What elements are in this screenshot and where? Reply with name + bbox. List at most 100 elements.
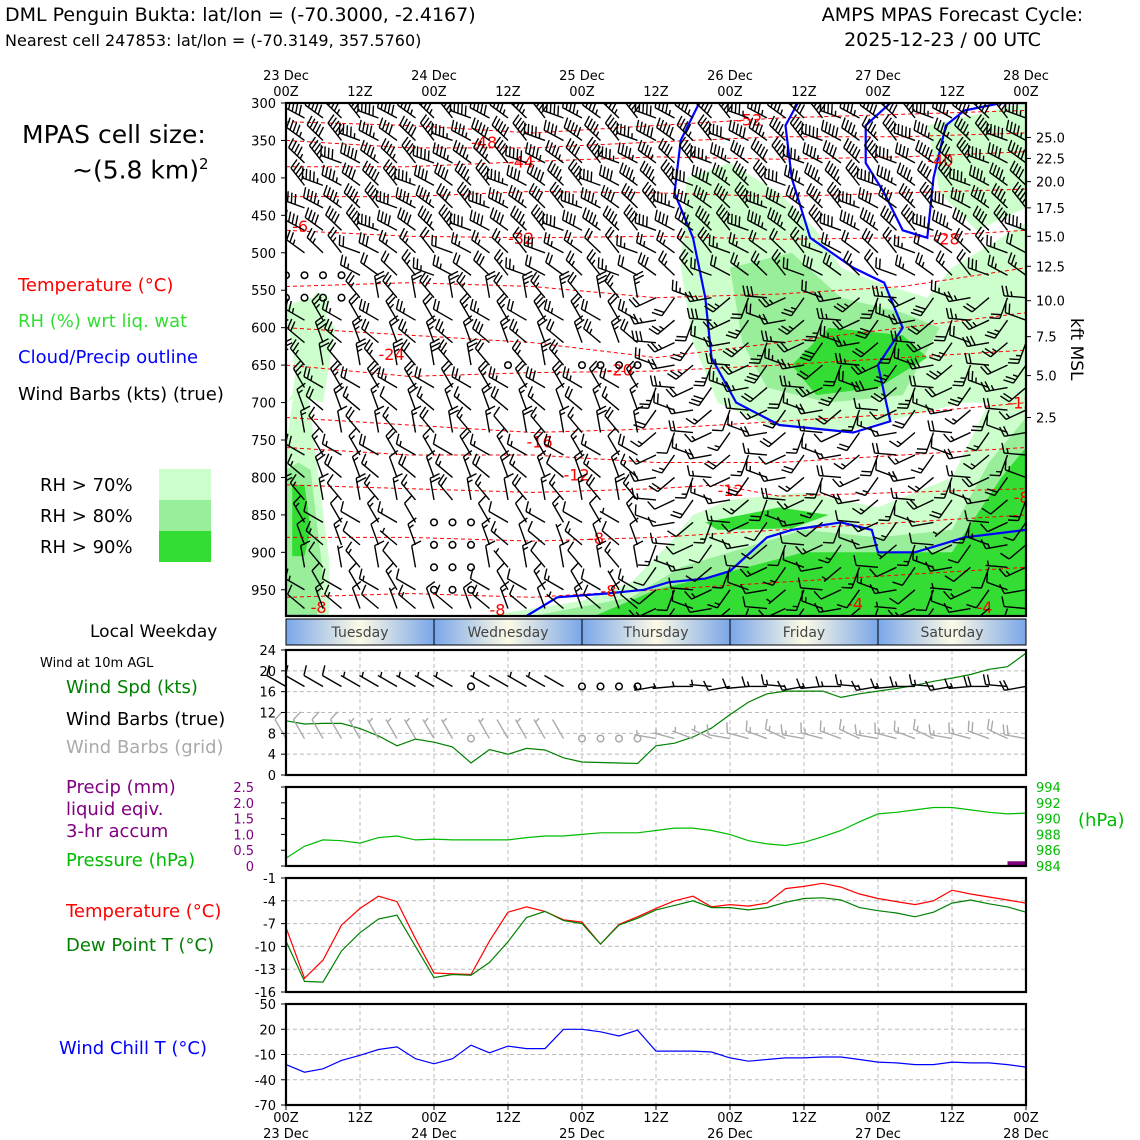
barb-flag xyxy=(545,252,550,263)
wind-barb xyxy=(633,409,657,429)
barb-flag xyxy=(426,315,436,323)
wind-barb xyxy=(355,338,367,366)
barb-flag xyxy=(971,258,974,270)
wind-barb xyxy=(797,577,823,591)
barb-flag xyxy=(416,258,419,270)
calm-circle xyxy=(337,271,346,280)
wind-barb xyxy=(533,293,546,321)
cell-size-sup: 2 xyxy=(199,155,209,173)
barb-flag xyxy=(942,103,946,114)
wind-barb xyxy=(431,234,453,254)
wind-barb xyxy=(303,366,324,389)
barb-flag xyxy=(758,314,765,325)
wind-barb xyxy=(912,549,934,568)
barb-flag-half xyxy=(816,154,819,161)
barb-flag-half xyxy=(941,260,945,266)
barb-flag xyxy=(990,313,1002,316)
wind-barb xyxy=(635,119,657,142)
barb-flag xyxy=(328,168,332,179)
barb-flag xyxy=(403,103,408,110)
barb-flag xyxy=(365,235,369,247)
wind-barb xyxy=(1011,181,1026,209)
barb-flag-half xyxy=(861,366,866,372)
weekday-bar: Tuesday Wednesday Thursday Friday Saturday xyxy=(285,618,1027,646)
barb-flag xyxy=(832,494,839,505)
wind-barb xyxy=(634,504,657,524)
calm-circle xyxy=(466,518,476,527)
barb-flag xyxy=(719,126,722,138)
barb-flag xyxy=(924,545,933,555)
barb-flag-half xyxy=(801,682,806,689)
wind-barb xyxy=(634,103,657,119)
barb-flag xyxy=(324,453,330,464)
barb-flag-half xyxy=(416,671,420,678)
barb-flag xyxy=(461,296,470,306)
barb-flag xyxy=(424,170,428,181)
wind-barb xyxy=(348,293,361,321)
barb-flag-half xyxy=(299,153,304,160)
wind-barb xyxy=(397,103,416,119)
wind-barb xyxy=(727,571,749,591)
barb-flag xyxy=(563,117,569,128)
barb-flag-half xyxy=(827,396,834,400)
wind-barb xyxy=(781,297,805,317)
barb-flag-half xyxy=(357,348,363,352)
barb-flag-half xyxy=(1010,291,1013,297)
surface-wind-barb-grid xyxy=(672,726,694,740)
barb-flag xyxy=(1005,119,1010,131)
barb-flag xyxy=(583,453,589,464)
barb-flag xyxy=(635,232,640,243)
wind-barb xyxy=(839,209,860,231)
barb-flag xyxy=(377,366,382,377)
pressure-tick-label: 600 xyxy=(251,322,276,337)
wind-barb xyxy=(329,360,343,388)
wind-barb xyxy=(1004,103,1026,119)
barb-flag xyxy=(880,205,887,216)
barb-flag xyxy=(493,136,502,146)
barb-flag xyxy=(746,375,757,381)
barb-flag xyxy=(1000,552,1010,560)
barb-flag xyxy=(488,501,493,512)
barb-flag xyxy=(1001,442,1005,454)
barb-flag xyxy=(300,540,311,547)
barb-flag xyxy=(637,139,643,151)
barb-flag xyxy=(697,208,704,219)
wind-barb xyxy=(546,591,564,610)
wind-barb xyxy=(388,449,399,478)
barb-flag xyxy=(980,191,986,203)
wind-barb xyxy=(287,584,305,610)
barb-flag xyxy=(697,114,705,124)
barb-flag-half xyxy=(917,467,924,471)
barb-flag-half xyxy=(683,259,688,265)
wind-barb xyxy=(676,115,694,141)
barb-flag-half xyxy=(521,221,526,227)
barb-flag xyxy=(287,584,293,595)
barb-flag xyxy=(536,169,542,180)
barb-flag xyxy=(893,720,896,732)
barb-flag xyxy=(340,366,345,377)
barb-flag xyxy=(755,162,763,172)
wind-barb xyxy=(296,382,306,411)
barb-flag xyxy=(801,234,804,246)
barb-flag xyxy=(841,586,853,589)
barb-flag-half xyxy=(873,131,877,137)
wind-barb xyxy=(834,510,860,524)
barb-flag xyxy=(983,364,992,374)
barb-flag xyxy=(401,136,409,146)
barb-flag xyxy=(424,277,432,288)
barb-flag xyxy=(918,142,924,153)
barb-flag-half xyxy=(1002,198,1007,204)
barb-flag xyxy=(496,427,505,437)
barb-flag-half xyxy=(932,531,938,536)
wind-barb xyxy=(966,432,990,452)
barb-flag xyxy=(420,147,423,159)
barb-flag xyxy=(688,448,695,459)
barb-flag xyxy=(654,308,665,314)
barb-flag xyxy=(608,210,615,221)
temperature-contour xyxy=(286,402,1026,434)
wind-barb xyxy=(949,167,971,187)
barb-flag xyxy=(347,274,355,285)
barb-flag xyxy=(454,368,459,379)
barb-flag xyxy=(528,256,532,267)
kft-tick-label: 10.0 xyxy=(1036,295,1065,310)
